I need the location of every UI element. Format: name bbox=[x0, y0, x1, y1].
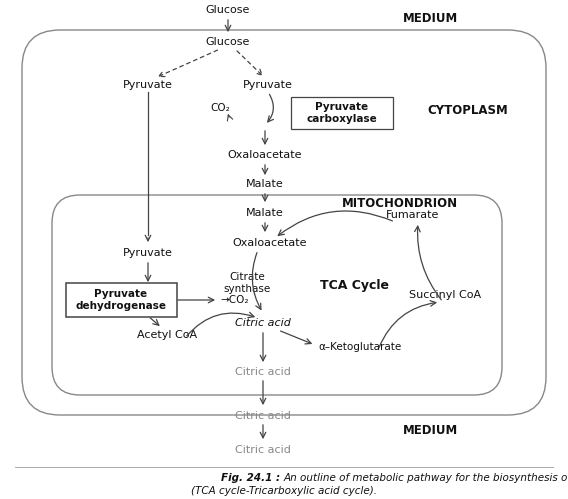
Text: CYTOPLASM: CYTOPLASM bbox=[428, 103, 508, 116]
Text: Citric acid: Citric acid bbox=[235, 411, 291, 421]
Text: TCA Cycle: TCA Cycle bbox=[320, 278, 390, 291]
Text: Malate: Malate bbox=[246, 179, 284, 189]
Text: Oxaloacetate: Oxaloacetate bbox=[228, 150, 302, 160]
Text: Citric acid: Citric acid bbox=[235, 318, 291, 328]
Text: Pyruvate
dehydrogenase: Pyruvate dehydrogenase bbox=[76, 289, 166, 311]
Text: Citric acid: Citric acid bbox=[235, 445, 291, 455]
Text: Pyruvate: Pyruvate bbox=[123, 248, 173, 258]
Text: MEDIUM: MEDIUM bbox=[402, 424, 458, 437]
Text: MEDIUM: MEDIUM bbox=[402, 11, 458, 24]
Text: Glucose: Glucose bbox=[206, 37, 250, 47]
Text: Succinyl CoA: Succinyl CoA bbox=[409, 290, 481, 300]
Text: Acetyl CoA: Acetyl CoA bbox=[137, 330, 197, 340]
Text: Citrate
synthase: Citrate synthase bbox=[223, 272, 270, 294]
Text: MITOCHONDRION: MITOCHONDRION bbox=[342, 197, 458, 210]
Text: Malate: Malate bbox=[246, 208, 284, 218]
Text: Citric acid: Citric acid bbox=[235, 367, 291, 377]
Text: Fig. 24.1 :: Fig. 24.1 : bbox=[222, 473, 284, 483]
Text: α–Ketoglutarate: α–Ketoglutarate bbox=[319, 342, 402, 352]
Text: Glucose: Glucose bbox=[206, 5, 250, 15]
Text: Pyruvate
carboxylase: Pyruvate carboxylase bbox=[307, 102, 377, 124]
Text: Fumarate: Fumarate bbox=[386, 210, 440, 220]
Text: CO₂: CO₂ bbox=[210, 103, 230, 113]
Text: Pyruvate: Pyruvate bbox=[123, 80, 173, 90]
Text: →CO₂: →CO₂ bbox=[220, 295, 249, 305]
Text: Pyruvate: Pyruvate bbox=[243, 80, 293, 90]
Text: (TCA cycle-Tricarboxylic acid cycle).: (TCA cycle-Tricarboxylic acid cycle). bbox=[191, 486, 377, 496]
Text: Oxaloacetate: Oxaloacetate bbox=[233, 238, 307, 248]
Text: An outline of metabolic pathway for the biosynthesis of citric acid: An outline of metabolic pathway for the … bbox=[284, 473, 568, 483]
